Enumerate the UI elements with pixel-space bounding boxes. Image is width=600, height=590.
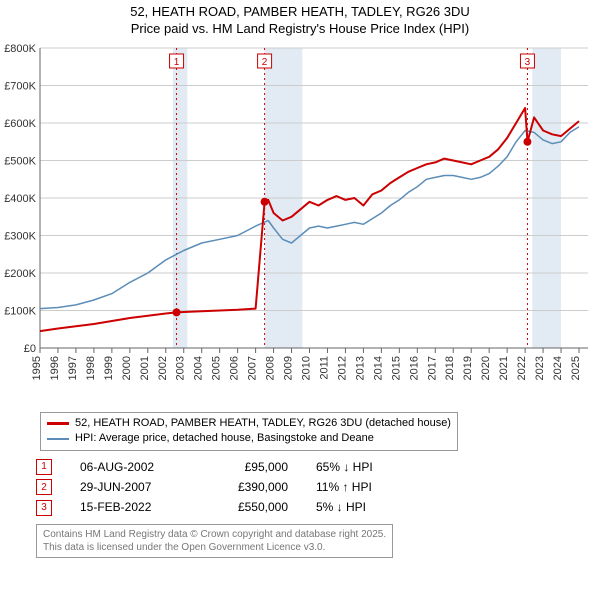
svg-text:2007: 2007 [247,356,259,380]
marker-box: 1 [36,459,52,475]
svg-text:£100K: £100K [4,305,36,317]
svg-text:£800K: £800K [4,43,36,55]
svg-text:1995: 1995 [31,356,43,380]
svg-text:£300K: £300K [4,230,36,242]
svg-text:2021: 2021 [498,356,510,380]
svg-text:3: 3 [525,57,531,68]
svg-text:2006: 2006 [229,356,241,380]
svg-text:1996: 1996 [49,356,61,380]
sales-price: £550,000 [208,497,288,517]
svg-text:2001: 2001 [139,356,151,380]
svg-text:2010: 2010 [301,356,313,380]
sales-price: £95,000 [208,457,288,477]
sales-date: 15-FEB-2022 [80,497,180,517]
svg-text:2023: 2023 [534,356,546,380]
legend-label-2: HPI: Average price, detached house, Basi… [75,431,374,446]
svg-text:2005: 2005 [211,356,223,380]
svg-text:2004: 2004 [193,356,205,380]
title-line1: 52, HEATH ROAD, PAMBER HEATH, TADLEY, RG… [0,4,600,21]
sales-price: £390,000 [208,477,288,497]
svg-text:2018: 2018 [444,356,456,380]
svg-text:2008: 2008 [265,356,277,380]
marker-box: 3 [36,500,52,516]
root: 52, HEATH ROAD, PAMBER HEATH, TADLEY, RG… [0,0,600,590]
svg-text:2019: 2019 [462,356,474,380]
svg-text:2016: 2016 [408,356,420,380]
sales-row: 1 06-AUG-2002 £95,000 65% ↓ HPI [36,457,590,477]
marker-box: 2 [36,479,52,495]
svg-text:2002: 2002 [157,356,169,380]
sales-date: 29-JUN-2007 [80,477,180,497]
legend-label-1: 52, HEATH ROAD, PAMBER HEATH, TADLEY, RG… [75,416,451,431]
svg-text:£200K: £200K [4,268,36,280]
svg-text:2022: 2022 [516,356,528,380]
svg-text:2020: 2020 [480,356,492,380]
svg-text:£500K: £500K [4,155,36,167]
svg-text:2012: 2012 [336,356,348,380]
sales-row: 3 15-FEB-2022 £550,000 5% ↓ HPI [36,497,590,517]
legend-row-2: HPI: Average price, detached house, Basi… [47,431,451,446]
chart-title: 52, HEATH ROAD, PAMBER HEATH, TADLEY, RG… [0,0,600,38]
svg-text:1: 1 [174,57,180,68]
svg-text:1998: 1998 [85,356,97,380]
license-line1: Contains HM Land Registry data © Crown c… [43,528,386,541]
legend-swatch-1 [47,422,69,425]
sales-table: 1 06-AUG-2002 £95,000 65% ↓ HPI 2 29-JUN… [36,457,590,518]
svg-text:1997: 1997 [67,356,79,380]
sales-date: 06-AUG-2002 [80,457,180,477]
license-box: Contains HM Land Registry data © Crown c… [36,524,393,558]
svg-text:£600K: £600K [4,118,36,130]
svg-text:2: 2 [262,57,268,68]
title-line2: Price paid vs. HM Land Registry's House … [0,21,600,38]
svg-text:2024: 2024 [552,356,564,380]
line-chart: £0 £100K £200K £300K £400K £500K £600K £700K £80… [0,38,600,408]
svg-text:2011: 2011 [318,356,330,380]
svg-text:1999: 1999 [103,356,115,380]
svg-text:2017: 2017 [426,356,438,380]
chart-area: £0 £100K £200K £300K £400K £500K £600K £700K £80… [0,38,600,408]
sales-hpi: 11% ↑ HPI [316,477,396,497]
svg-text:2009: 2009 [283,356,295,380]
svg-text:£0: £0 [24,343,36,355]
sales-row: 2 29-JUN-2007 £390,000 11% ↑ HPI [36,477,590,497]
sales-hpi: 65% ↓ HPI [316,457,396,477]
sales-hpi: 5% ↓ HPI [316,497,396,517]
license-line2: This data is licensed under the Open Gov… [43,541,386,554]
svg-text:2013: 2013 [354,356,366,380]
svg-text:£700K: £700K [4,80,36,92]
svg-text:£400K: £400K [4,193,36,205]
svg-text:2025: 2025 [570,356,582,380]
legend-swatch-2 [47,438,69,440]
svg-text:2015: 2015 [390,356,402,380]
svg-text:2000: 2000 [121,356,133,380]
legend-row-1: 52, HEATH ROAD, PAMBER HEATH, TADLEY, RG… [47,416,451,431]
svg-text:2014: 2014 [372,356,384,380]
legend: 52, HEATH ROAD, PAMBER HEATH, TADLEY, RG… [40,412,458,451]
svg-text:2003: 2003 [175,356,187,380]
